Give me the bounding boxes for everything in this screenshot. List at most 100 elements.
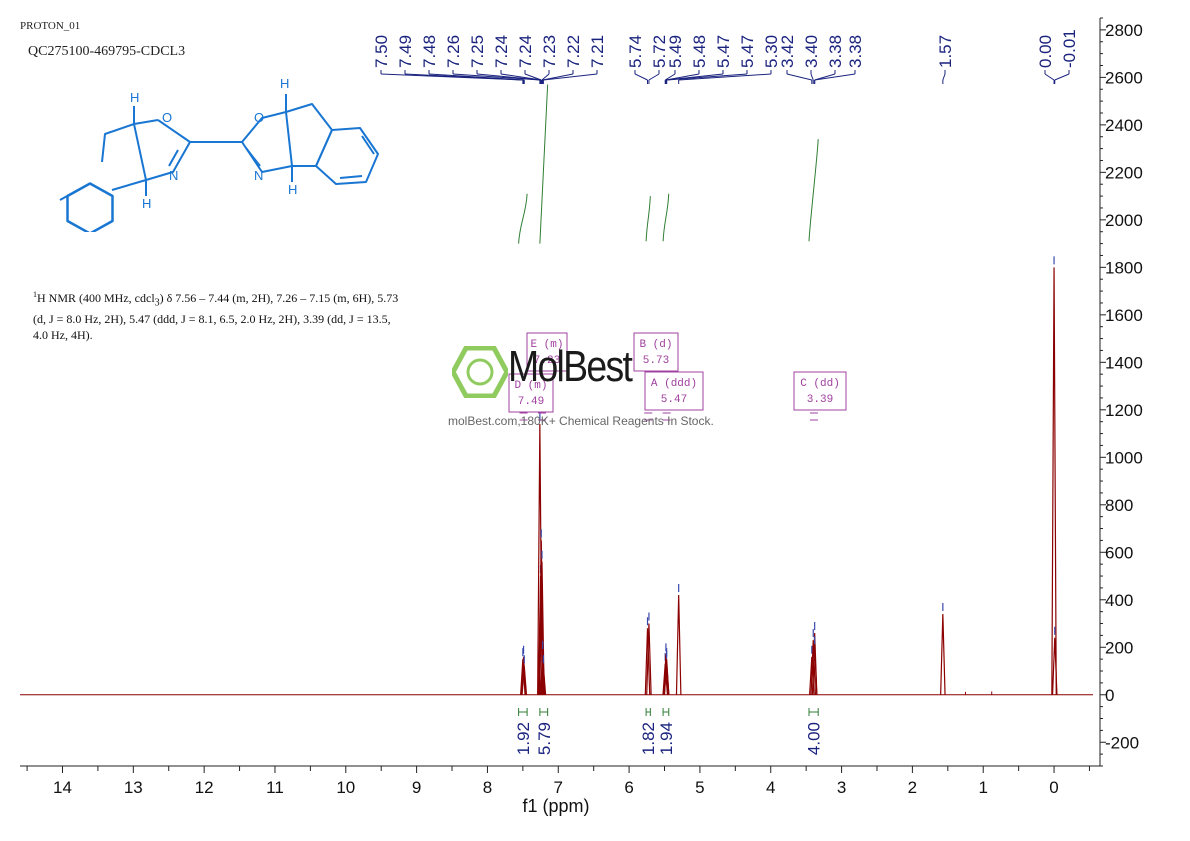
x-tick-label: 10 bbox=[336, 778, 355, 797]
peak-label-connector bbox=[634, 73, 648, 81]
multiplet-label: E (m) bbox=[530, 339, 563, 351]
spectrum-peak bbox=[1051, 267, 1057, 695]
watermark-tagline: molBest.com,180K+ Chemical Reagents In S… bbox=[448, 414, 714, 428]
y-tick-label: 800 bbox=[1105, 496, 1133, 515]
spectrum-peak bbox=[540, 666, 547, 695]
peak-label: 7.50 bbox=[372, 35, 391, 68]
peak-label: 5.72 bbox=[650, 35, 669, 68]
y-tick-label: 1200 bbox=[1105, 401, 1143, 420]
peak-label-connector bbox=[541, 73, 550, 81]
peak-label: 7.49 bbox=[396, 35, 415, 68]
logo-hex-icon bbox=[452, 346, 508, 398]
y-tick-label: 2400 bbox=[1105, 116, 1143, 135]
integral-curve bbox=[645, 196, 651, 242]
atom-h4: H bbox=[288, 182, 297, 197]
peak-label: 7.26 bbox=[444, 35, 463, 68]
spectrum-peak bbox=[644, 628, 651, 695]
peak-label-connector bbox=[524, 73, 542, 81]
y-tick-label: 2800 bbox=[1105, 21, 1143, 40]
nmr-description: 1H NMR (400 MHz, cdcl3) δ 7.56 – 7.44 (m… bbox=[33, 287, 453, 343]
peak-label-connector bbox=[542, 73, 574, 81]
peak-label: 0.00 bbox=[1036, 35, 1055, 68]
x-tick-label: 4 bbox=[766, 778, 775, 797]
peak-label-connector bbox=[942, 73, 946, 81]
spectrum-peak bbox=[539, 561, 545, 695]
x-tick-label: 2 bbox=[908, 778, 917, 797]
peak-label: 7.48 bbox=[420, 35, 439, 68]
multiplet-shift: 7.49 bbox=[518, 396, 544, 408]
x-tick-label: 6 bbox=[624, 778, 633, 797]
peak-label: 3.38 bbox=[846, 35, 865, 68]
peak-label: 7.24 bbox=[492, 35, 511, 68]
peak-label: 5.48 bbox=[690, 35, 709, 68]
x-tick-label: 9 bbox=[412, 778, 421, 797]
experiment-name: PROTON_01 bbox=[20, 20, 81, 32]
spectrum-peak bbox=[675, 595, 682, 695]
peak-label-connector bbox=[500, 73, 542, 81]
peak-label-connector bbox=[664, 73, 676, 81]
peak-label: 3.42 bbox=[778, 35, 797, 68]
x-tick-label: 0 bbox=[1049, 778, 1058, 797]
peak-label: 1.57 bbox=[936, 35, 955, 68]
peak-label-connector bbox=[476, 73, 541, 81]
spectrum-peak bbox=[646, 623, 652, 695]
y-tick-label: 0 bbox=[1105, 686, 1114, 705]
watermark-brand: MolBest bbox=[508, 342, 633, 391]
desc-line1b: ) δ 7.56 – 7.44 (m, 2H), 7.26 – 7.15 (m,… bbox=[159, 291, 399, 305]
peak-label-connector bbox=[1044, 73, 1055, 81]
x-tick-label: 7 bbox=[554, 778, 563, 797]
spectrum-peak bbox=[940, 614, 946, 695]
multiplet-label: C (dd) bbox=[800, 378, 840, 390]
multiplet-box bbox=[793, 371, 847, 411]
peak-label: 5.74 bbox=[626, 35, 645, 68]
y-tick-label: 1000 bbox=[1105, 448, 1143, 467]
peak-label-connector bbox=[543, 73, 598, 81]
y-tick-label: 2000 bbox=[1105, 211, 1143, 230]
desc-sup: 1 bbox=[33, 290, 37, 299]
spectrum-peak bbox=[1051, 637, 1058, 695]
integral-curve bbox=[539, 84, 549, 244]
peak-label-connector bbox=[428, 73, 525, 81]
peak-label-connector bbox=[786, 73, 812, 81]
x-tick-label: 12 bbox=[195, 778, 214, 797]
y-tick-label: 600 bbox=[1105, 543, 1133, 562]
y-tick-label: 1600 bbox=[1105, 306, 1143, 325]
atom-h2: H bbox=[142, 196, 151, 211]
peak-label: -0.01 bbox=[1060, 29, 1079, 68]
peak-label: 5.49 bbox=[666, 35, 685, 68]
x-tick-label: 11 bbox=[266, 778, 284, 797]
multiplet-box bbox=[644, 371, 704, 411]
peak-label-connector bbox=[814, 73, 856, 81]
multiplet-label: D (m) bbox=[514, 380, 547, 392]
peak-label: 7.24 bbox=[516, 35, 535, 68]
atom-o1: O bbox=[162, 110, 172, 125]
y-tick-label: 200 bbox=[1105, 638, 1133, 657]
multiplet-label: B (d) bbox=[639, 339, 672, 351]
desc-line2: (d, J = 8.0 Hz, 2H), 5.47 (ddd, J = 8.1,… bbox=[33, 312, 391, 327]
peak-label: 3.40 bbox=[802, 35, 821, 68]
integral-curve bbox=[518, 193, 528, 244]
multiplet-shift: 3.39 bbox=[807, 394, 833, 406]
atom-n2: N bbox=[254, 168, 263, 183]
peak-label: 3.38 bbox=[826, 35, 845, 68]
molecule-structure: H O N H H O N H bbox=[59, 76, 379, 232]
integral-value: 1.82 bbox=[639, 722, 658, 755]
y-tick-label: 400 bbox=[1105, 591, 1133, 610]
spectrum-peak bbox=[811, 647, 818, 695]
peak-label-connector bbox=[648, 73, 660, 81]
atom-n1: N bbox=[169, 168, 178, 183]
y-tick-label: 1400 bbox=[1105, 353, 1143, 372]
y-tick-label: 1800 bbox=[1105, 258, 1143, 277]
peak-label-connector bbox=[810, 73, 814, 81]
x-tick-label: 13 bbox=[124, 778, 143, 797]
peak-label: 5.47 bbox=[714, 35, 733, 68]
spectrum-peak bbox=[663, 661, 670, 695]
sample-id: QC275100-469795-CDCL3 bbox=[28, 44, 186, 59]
atom-h3: H bbox=[280, 76, 289, 91]
y-tick-label: -200 bbox=[1105, 733, 1139, 752]
x-tick-label: 14 bbox=[53, 778, 72, 797]
watermark: MolBest molBest.com,180K+ Chemical Reage… bbox=[448, 342, 750, 432]
multiplet-shift: 5.47 bbox=[661, 394, 687, 406]
spectrum-peak bbox=[810, 640, 817, 695]
multiplet-box bbox=[508, 373, 554, 413]
